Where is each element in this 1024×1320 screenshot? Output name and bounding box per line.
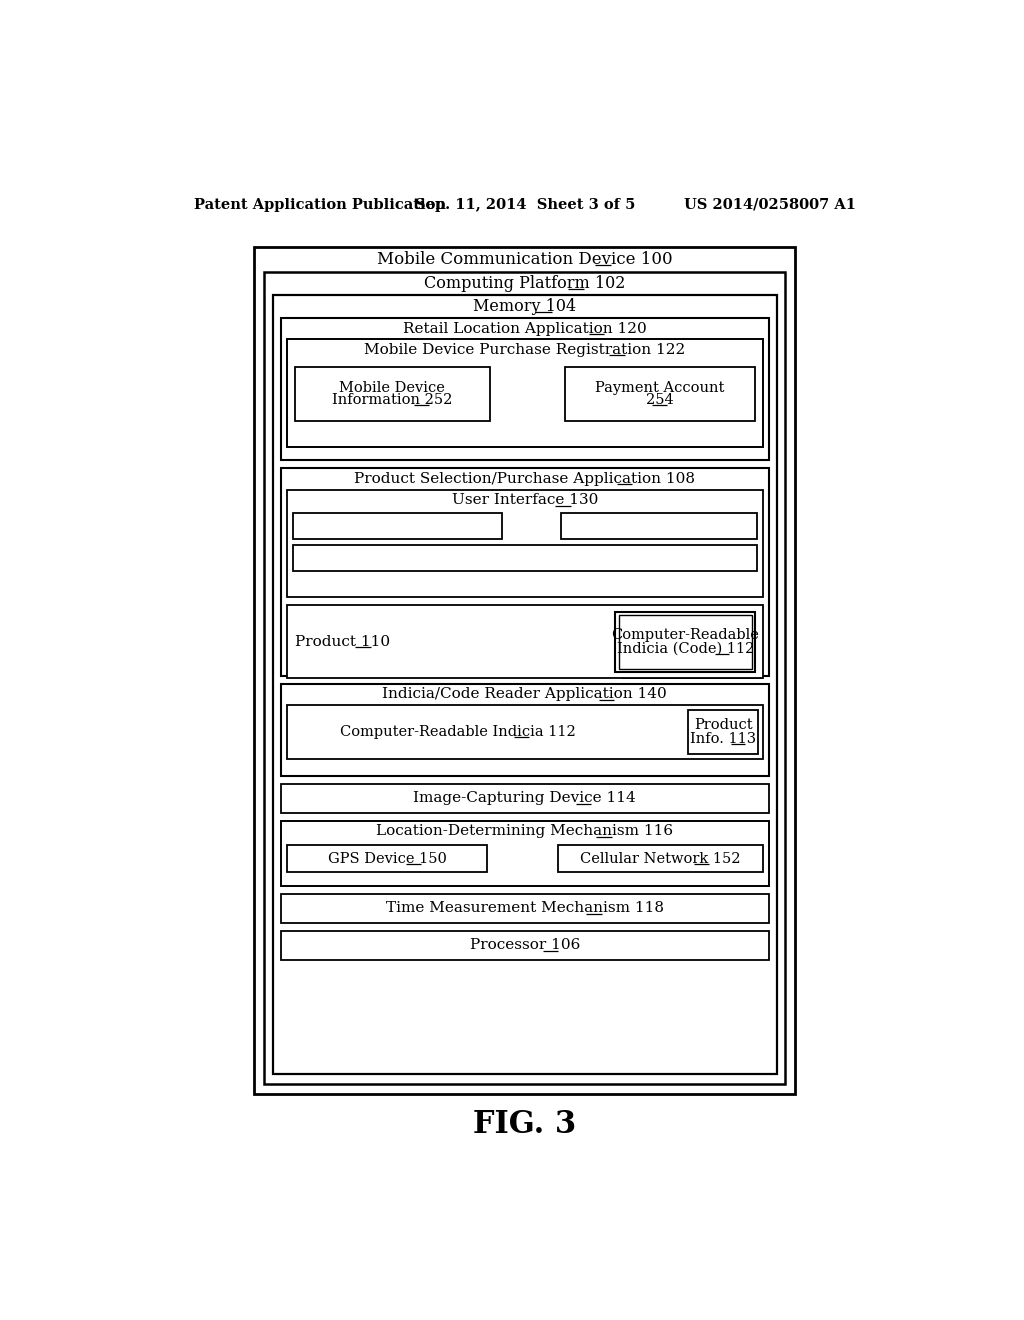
Bar (287, 605, 763, 678)
Text: Product: Product (694, 718, 753, 733)
Text: Product Selection/Purchase Application 108: Product Selection/Purchase Application 1… (354, 471, 695, 486)
Bar (295, 367, 489, 421)
Bar (287, 705, 763, 759)
Text: Mobile Device Purchase Registration 122: Mobile Device Purchase Registration 122 (365, 343, 685, 358)
Text: Sep. 11, 2014  Sheet 3 of 5: Sep. 11, 2014 Sheet 3 of 5 (415, 198, 635, 211)
Bar (615, 611, 755, 672)
Text: Purchase Option 132: Purchase Option 132 (319, 519, 476, 533)
Bar (293, 545, 757, 572)
Text: GPS Device 150: GPS Device 150 (328, 851, 446, 866)
Bar (273, 294, 776, 1074)
Text: Patent Application Publication: Patent Application Publication (194, 198, 445, 211)
Text: Information 252: Information 252 (332, 393, 453, 407)
Bar (281, 469, 769, 676)
Text: 254: 254 (646, 393, 674, 407)
Text: Computing Platform 102: Computing Platform 102 (424, 275, 626, 292)
Bar (622, 618, 761, 677)
Text: Cellular Network 152: Cellular Network 152 (580, 851, 740, 866)
Text: Payment Account: Payment Account (595, 381, 725, 395)
Bar (281, 784, 769, 813)
Bar (281, 931, 769, 960)
Text: Mobile Device: Mobile Device (339, 381, 445, 395)
Bar (564, 367, 755, 421)
Text: User Interface 130: User Interface 130 (452, 494, 598, 507)
Bar (561, 512, 757, 539)
Bar (281, 894, 769, 923)
Text: Price Check Option 134: Price Check Option 134 (436, 550, 613, 565)
Bar (281, 821, 769, 886)
Text: Indicia/Code Reader Application 140: Indicia/Code Reader Application 140 (382, 688, 668, 701)
Text: Computer-Readable: Computer-Readable (611, 627, 759, 642)
Bar (264, 272, 785, 1084)
Bar (293, 512, 503, 539)
Text: Processor 106: Processor 106 (470, 939, 580, 952)
Text: Product 110: Product 110 (295, 635, 390, 648)
Bar (618, 615, 752, 668)
Text: Indicia (Code) 112: Indicia (Code) 112 (616, 642, 754, 656)
Bar (287, 339, 763, 447)
Bar (688, 710, 758, 754)
Text: Info. 113: Info. 113 (690, 733, 757, 746)
Text: Memory 104: Memory 104 (473, 298, 577, 314)
Text: Mobile Communication Device 100: Mobile Communication Device 100 (377, 251, 673, 268)
Text: Computer-Readable Indicia 112: Computer-Readable Indicia 112 (340, 725, 577, 739)
Text: Retail Location Application 120: Retail Location Application 120 (402, 322, 647, 335)
Text: Time Measurement Mechanism 118: Time Measurement Mechanism 118 (386, 902, 664, 915)
Text: Location-Determining Mechanism 116: Location-Determining Mechanism 116 (376, 825, 674, 838)
Text: FIG. 3: FIG. 3 (473, 1109, 577, 1140)
Text: Image-Capturing Device 114: Image-Capturing Device 114 (414, 791, 636, 805)
Bar (281, 318, 769, 461)
Bar (254, 247, 796, 1094)
Text: Cancel Option 136: Cancel Option 136 (590, 519, 728, 533)
Bar (287, 845, 487, 873)
Bar (287, 490, 763, 597)
Bar (281, 684, 769, 776)
Bar (618, 615, 758, 675)
Bar (558, 845, 763, 873)
Text: US 2014/0258007 A1: US 2014/0258007 A1 (684, 198, 856, 211)
